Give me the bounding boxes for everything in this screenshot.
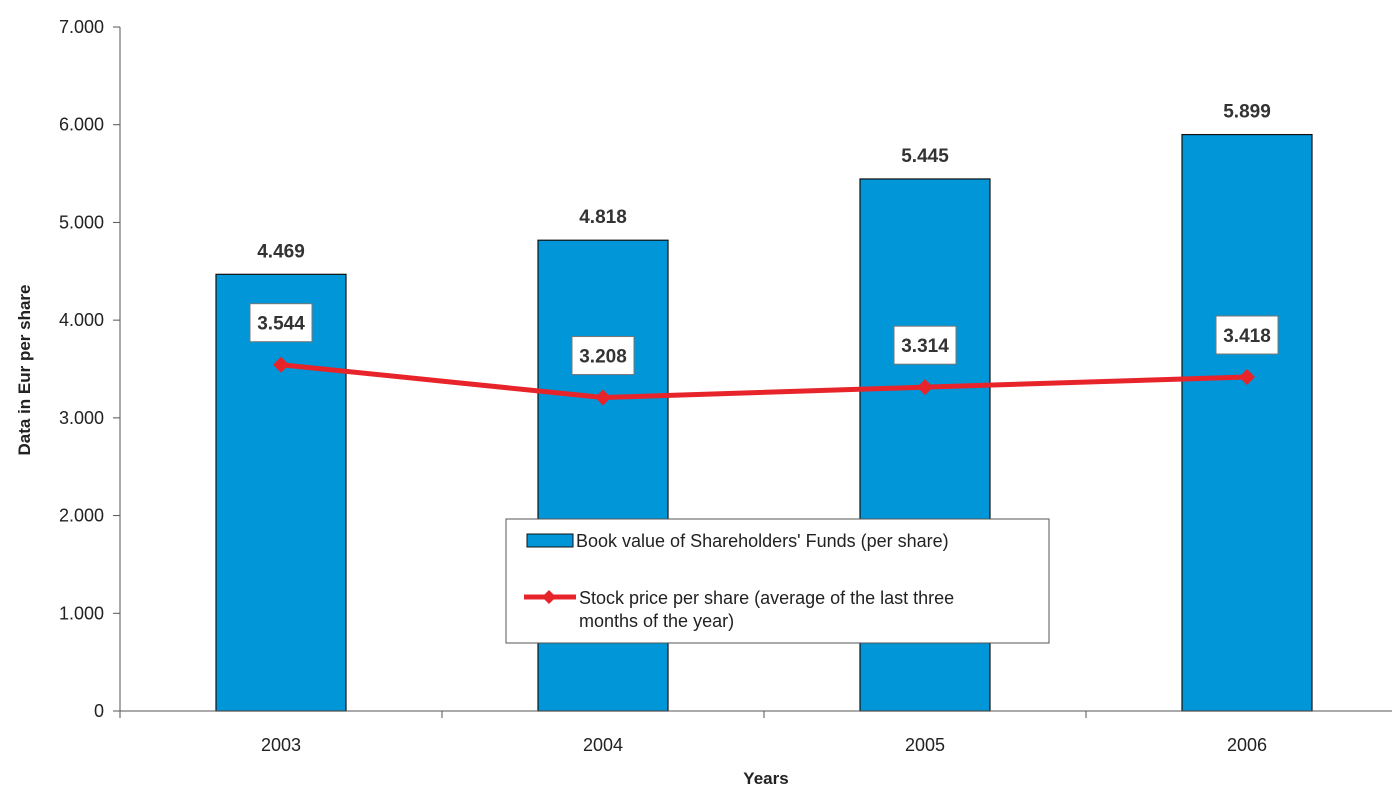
x-tick-label: 2004 bbox=[583, 735, 623, 755]
bar-labels: 4.469 4.818 5.445 5.899 bbox=[257, 102, 1271, 263]
line-value-label: 3.418 bbox=[1223, 326, 1271, 347]
line-series-stock-price: 3.544 3.208 3.314 3.418 bbox=[249, 303, 1279, 406]
line-point-marker bbox=[273, 356, 289, 373]
y-tick-label: 1.000 bbox=[59, 603, 104, 623]
x-tick-label: 2005 bbox=[905, 735, 945, 755]
line-value-label: 3.314 bbox=[901, 336, 949, 357]
line-value-label-box bbox=[249, 303, 313, 343]
x-axis-title: Years bbox=[743, 769, 788, 786]
legend-box bbox=[505, 518, 1050, 644]
bar-value-label: 5.899 bbox=[1223, 102, 1271, 123]
bar-value-label: 5.445 bbox=[901, 146, 949, 167]
bar bbox=[1181, 133, 1313, 712]
bar bbox=[215, 273, 347, 712]
legend: Book value of Shareholders' Funds (per s… bbox=[505, 518, 1050, 644]
bar-value-label: 4.818 bbox=[579, 207, 627, 228]
bar-value-label: 4.469 bbox=[257, 241, 305, 262]
y-tick-label: 3.000 bbox=[59, 408, 104, 428]
line-point-marker bbox=[917, 379, 933, 396]
x-tick-label: 2006 bbox=[1227, 735, 1267, 755]
line-value-label-box bbox=[893, 325, 957, 365]
legend-label-line-2: months of the year) bbox=[579, 611, 734, 631]
legend-swatch-bar bbox=[526, 533, 574, 548]
line-value-label: 3.208 bbox=[579, 347, 627, 368]
x-tick-label: 2003 bbox=[261, 735, 301, 755]
y-tick-label: 4.000 bbox=[59, 310, 104, 330]
y-tick-label: 2.000 bbox=[59, 506, 104, 526]
legend-label-line-1: Stock price per share (average of the la… bbox=[579, 588, 954, 608]
line-value-label-box bbox=[1215, 315, 1279, 355]
line-value-label-box bbox=[571, 336, 635, 376]
y-axis-title: Data in Eur per share bbox=[15, 284, 34, 455]
line-point-marker bbox=[595, 389, 611, 406]
legend-label-bar: Book value of Shareholders' Funds (per s… bbox=[576, 531, 949, 551]
y-tick-label: 6.000 bbox=[59, 115, 104, 135]
line-point-marker bbox=[1239, 369, 1255, 386]
series-line bbox=[280, 362, 1248, 401]
y-tick-label: 7.000 bbox=[59, 17, 104, 37]
y-tick-label: 0 bbox=[94, 701, 104, 721]
axes: 0 1.000 2.000 3.000 4.000 5.000 6.000 7.000 2003… bbox=[59, 17, 1392, 755]
line-value-label: 3.544 bbox=[257, 314, 305, 335]
y-tick-label: 5.000 bbox=[59, 212, 104, 232]
legend-swatch-marker bbox=[542, 590, 556, 604]
